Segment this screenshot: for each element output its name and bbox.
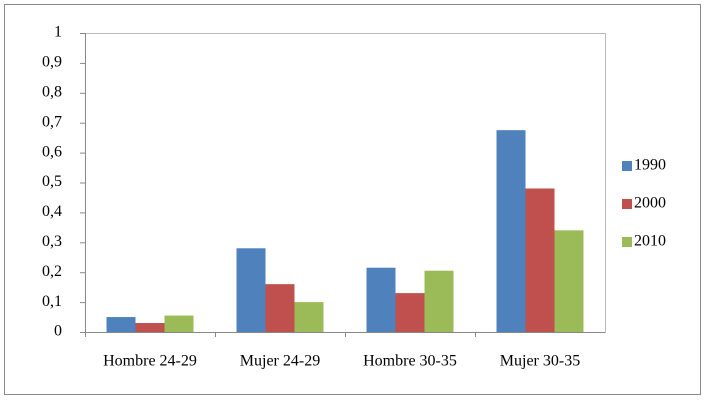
bar xyxy=(265,284,295,332)
y-tick-label: 0,3 xyxy=(42,233,62,250)
y-tick-label: 0,6 xyxy=(42,143,62,160)
bar xyxy=(236,248,266,332)
bar xyxy=(366,267,396,332)
x-tick-label: Mujer 24-29 xyxy=(240,353,320,370)
y-tick-label: 0,7 xyxy=(42,113,62,130)
bar xyxy=(525,188,555,332)
x-tick-label: Mujer 30-35 xyxy=(500,353,580,370)
y-tick-label: 0,9 xyxy=(42,54,62,71)
x-tick-label: Hombre 24-29 xyxy=(103,353,197,370)
legend-swatch xyxy=(622,161,632,171)
bar xyxy=(135,323,165,332)
bar xyxy=(395,293,425,332)
y-tick-label: 0,2 xyxy=(42,263,62,280)
y-tick-label: 0,4 xyxy=(42,203,62,220)
y-tick-label: 0,8 xyxy=(42,83,62,100)
chart-frame xyxy=(4,4,701,395)
legend-label: 2010 xyxy=(634,233,666,250)
x-tick-label: Hombre 30-35 xyxy=(363,353,457,370)
bar xyxy=(496,130,526,332)
bar xyxy=(554,230,584,332)
bar xyxy=(106,317,136,332)
y-tick-label: 0,5 xyxy=(42,173,62,190)
bar xyxy=(424,270,454,332)
legend-swatch xyxy=(622,237,632,247)
y-tick-label: 0,1 xyxy=(42,293,62,310)
legend-label: 1990 xyxy=(634,157,666,174)
bar xyxy=(294,302,324,332)
legend-swatch xyxy=(622,199,632,209)
legend-label: 2000 xyxy=(634,195,666,212)
bar xyxy=(164,315,194,332)
y-tick-label: 0 xyxy=(54,323,62,340)
y-tick-label: 1 xyxy=(54,24,62,41)
